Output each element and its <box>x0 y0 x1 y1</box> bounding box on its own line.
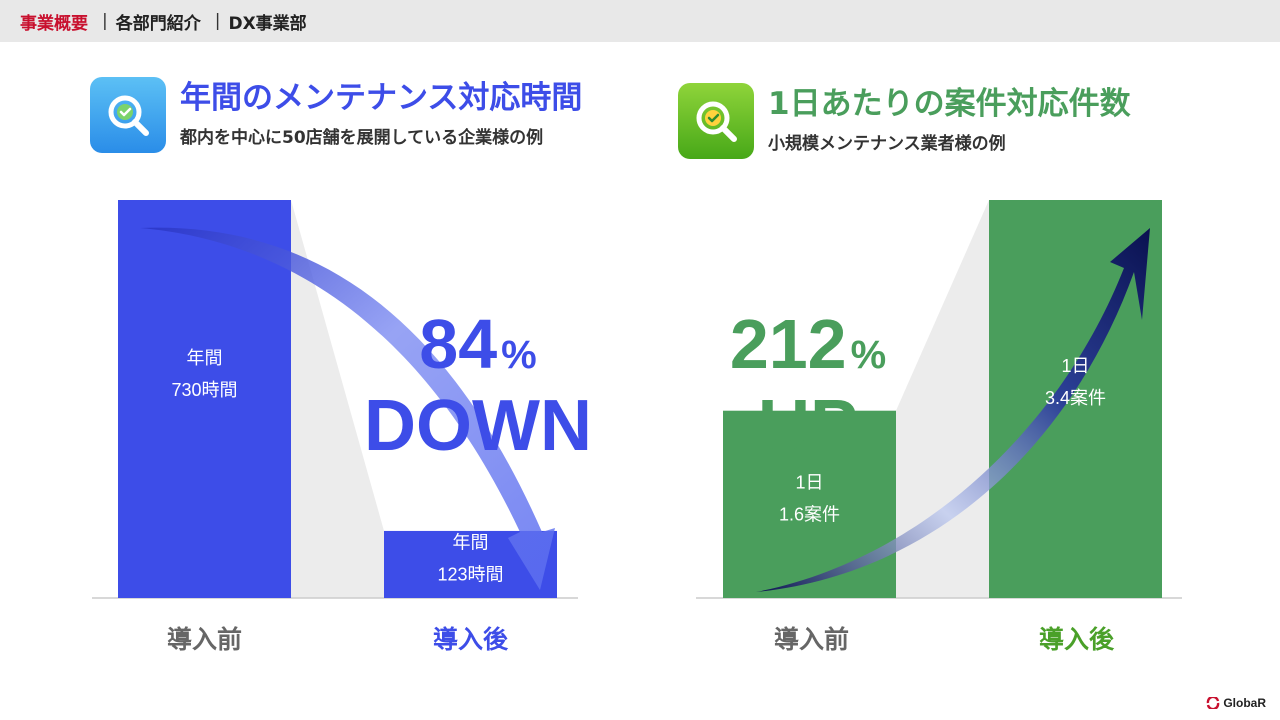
breadcrumb: 事業概要 | 各部門紹介 | DX事業部 <box>0 0 1280 42</box>
search-check-icon <box>678 83 754 159</box>
change-percent: 212% <box>730 305 886 383</box>
breadcrumb-separator: | <box>102 11 108 31</box>
breadcrumb-item-dx[interactable]: DX事業部 <box>228 13 307 34</box>
panel-title: 1日あたりの案件対応件数 <box>768 86 1131 122</box>
brand-name: GlobaR <box>1223 696 1266 710</box>
breadcrumb-separator: | <box>214 11 221 31</box>
bar-value-label: 730時間 <box>171 380 237 400</box>
connector-wedge <box>291 200 384 598</box>
change-percent: 84% <box>419 305 536 383</box>
brand-mark-icon <box>1207 697 1220 709</box>
breadcrumb-item-department[interactable]: 各部門紹介 <box>115 13 201 34</box>
panel-title: 年間のメンテナンス対応時間 <box>180 80 583 116</box>
panel-subtitle: 都内を中心に50店舗を展開している企業様の例 <box>180 128 544 148</box>
trend-arrow <box>140 227 555 590</box>
panel-header-daily-cases: 1日あたりの案件対応件数 小規模メンテナンス業者様の例 <box>678 83 1131 159</box>
bar-value-label: 年間 <box>453 532 489 552</box>
bar-value-label: 1日 <box>1061 356 1089 376</box>
category-label-before: 導入前 <box>773 625 849 654</box>
category-label-after: 導入後 <box>432 625 508 654</box>
panel-header-maintenance-hours: 年間のメンテナンス対応時間 都内を中心に50店舗を展開している企業様の例 <box>90 77 582 153</box>
bar-value-label: 123時間 <box>437 564 503 584</box>
change-direction: DOWN <box>364 386 592 466</box>
search-check-icon <box>90 77 166 153</box>
breadcrumb-active[interactable]: 事業概要 <box>20 13 88 34</box>
brand-logo: GlobaR <box>1206 696 1266 710</box>
bar-value-label: 年間 <box>187 348 223 368</box>
category-label-after: 導入後 <box>1038 625 1114 654</box>
chart-bar <box>118 200 291 598</box>
chart-bar <box>723 410 896 598</box>
category-label-before: 導入前 <box>166 625 242 654</box>
change-direction: UP <box>758 386 858 466</box>
panel-subtitle: 小規模メンテナンス業者様の例 <box>768 134 1006 154</box>
bar-value-label: 3.4案件 <box>1045 388 1106 408</box>
bar-value-label: 1日 <box>795 472 823 492</box>
bar-value-label: 1.6案件 <box>779 504 840 524</box>
